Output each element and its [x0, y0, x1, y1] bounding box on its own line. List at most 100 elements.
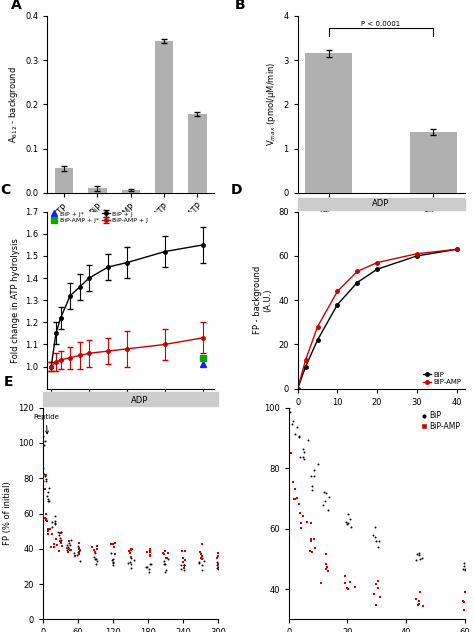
Point — [283, 459, 291, 469]
Point — [320, 487, 328, 497]
Point — [164, 549, 172, 559]
Point — [47, 542, 55, 552]
Point — [130, 554, 138, 564]
Point — [42, 515, 50, 525]
Point — [75, 544, 82, 554]
Point — [323, 562, 331, 572]
BiP — [303, 363, 309, 370]
Point — [55, 545, 63, 556]
Point — [44, 496, 52, 506]
BiP-AMP — [335, 288, 340, 295]
Text: B: B — [234, 0, 245, 12]
Point — [299, 444, 306, 454]
Point — [293, 422, 301, 432]
Point — [91, 554, 99, 564]
BiP-AMP — [315, 323, 320, 331]
Point — [375, 536, 383, 546]
Point — [370, 590, 378, 600]
Point — [213, 552, 221, 562]
Point — [198, 565, 205, 575]
Point — [146, 550, 154, 561]
Point — [38, 440, 46, 450]
Point — [55, 530, 63, 540]
Point — [146, 559, 154, 569]
Point — [109, 557, 117, 567]
Point — [74, 547, 82, 557]
Point — [93, 542, 100, 552]
Point — [290, 399, 297, 410]
Point — [371, 532, 378, 542]
Point — [341, 571, 348, 581]
Point — [309, 485, 316, 495]
BiP — [374, 265, 380, 273]
Point — [54, 527, 62, 537]
Point — [319, 501, 327, 511]
Point — [161, 549, 168, 559]
Y-axis label: Fold change in ATP hydrolysis: Fold change in ATP hydrolysis — [10, 238, 19, 363]
Point — [292, 494, 299, 504]
Point — [43, 509, 50, 520]
Point — [311, 543, 319, 553]
Point — [374, 576, 382, 586]
Point — [162, 559, 169, 569]
BiP-AMP — [454, 245, 459, 253]
BiP-AMP — [374, 259, 380, 267]
Point — [128, 544, 136, 554]
Point — [306, 546, 313, 556]
Point — [297, 523, 304, 533]
Point — [412, 555, 419, 565]
Point — [369, 530, 377, 540]
Point — [412, 593, 420, 604]
Point — [109, 559, 117, 569]
Point — [342, 517, 350, 527]
Point — [309, 481, 316, 491]
Point — [310, 465, 318, 475]
Point — [44, 528, 52, 538]
Point — [463, 597, 470, 607]
Point — [42, 476, 50, 486]
Point — [200, 556, 208, 566]
Point — [51, 516, 58, 526]
Point — [127, 563, 134, 573]
Point — [197, 549, 204, 559]
Point — [43, 491, 51, 501]
Point — [160, 548, 167, 558]
Y-axis label: FP (% of initial): FP (% of initial) — [3, 482, 12, 545]
Point — [459, 595, 466, 605]
BiP-AMP — [414, 250, 419, 257]
Text: D: D — [231, 183, 242, 197]
Point — [52, 534, 59, 544]
Point — [75, 545, 83, 556]
Point — [322, 564, 329, 574]
Point — [376, 592, 383, 602]
Point — [142, 562, 150, 572]
Point — [128, 545, 135, 555]
Point — [297, 507, 304, 518]
Point — [44, 494, 52, 504]
Point — [64, 540, 71, 550]
Point — [295, 431, 303, 441]
Point — [64, 545, 71, 555]
Point — [46, 495, 53, 506]
Point — [57, 535, 64, 545]
Point — [163, 553, 170, 563]
Point — [39, 470, 46, 480]
Point — [57, 527, 65, 537]
Point — [63, 544, 71, 554]
Point — [65, 536, 73, 546]
Point — [415, 599, 422, 609]
Point — [216, 549, 224, 559]
Point — [49, 522, 56, 532]
Point — [45, 483, 53, 493]
Point — [91, 552, 98, 562]
Point — [310, 471, 318, 482]
Point — [56, 533, 64, 543]
Point — [92, 554, 100, 564]
Point — [64, 542, 72, 552]
Point — [461, 587, 469, 597]
Point — [285, 395, 292, 405]
Point — [286, 402, 293, 412]
Point — [108, 538, 115, 549]
Point — [66, 540, 74, 550]
Bar — [410, 131, 457, 193]
